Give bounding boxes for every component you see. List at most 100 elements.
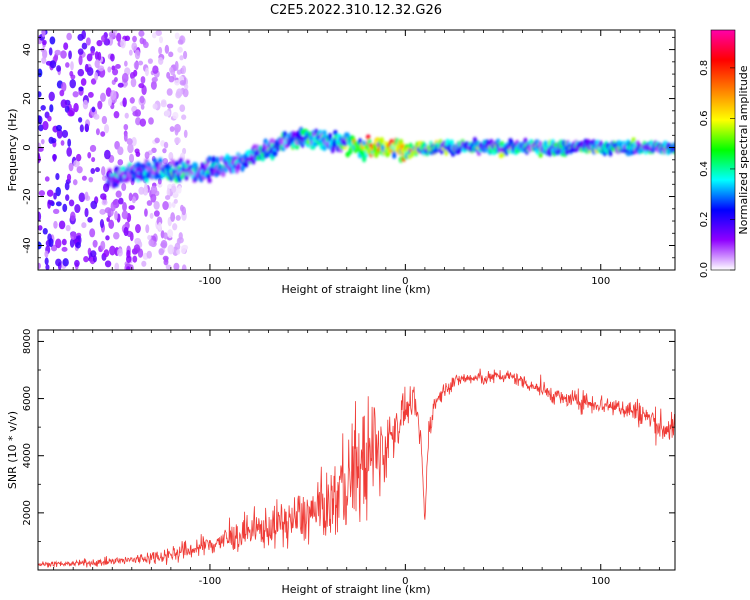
spectrogram-x-axis: -100 0 100: [53, 30, 660, 287]
noise-speckle: [67, 138, 72, 147]
noise-speckle: [47, 115, 52, 122]
noise-speckle: [162, 148, 167, 154]
noise-speckle: [158, 248, 165, 256]
noise-speckle: [60, 99, 68, 108]
noise-speckle: [175, 214, 181, 221]
noise-speckle: [84, 63, 89, 73]
x-tick-label: 0: [402, 576, 408, 587]
noise-speckle: [168, 75, 175, 83]
noise-speckle: [123, 226, 129, 237]
noise-speckle: [101, 175, 107, 181]
noise-speckle: [131, 136, 137, 147]
noise-speckle: [110, 53, 115, 62]
ridge-blob: [379, 137, 385, 144]
noise-speckle: [144, 182, 148, 193]
noise-speckle: [181, 264, 187, 270]
noise-speckle: [115, 64, 121, 69]
noise-speckle: [87, 151, 92, 159]
noise-speckle: [38, 262, 41, 269]
noise-speckle: [143, 41, 149, 49]
noise-speckle: [49, 60, 57, 69]
ridge-blob: [672, 142, 675, 149]
noise-speckle: [122, 97, 127, 108]
noise-speckle: [176, 249, 181, 255]
noise-speckle: [118, 197, 124, 205]
ridge-blob: [158, 157, 163, 164]
noise-speckle: [105, 87, 112, 97]
ridge-blob: [211, 155, 216, 163]
noise-speckle: [138, 186, 145, 195]
noise-speckle: [103, 249, 110, 258]
noise-speckle: [52, 153, 57, 162]
noise-speckle: [106, 217, 110, 222]
noise-speckle: [146, 200, 153, 206]
noise-speckle: [96, 39, 103, 47]
noise-speckle: [164, 257, 169, 263]
colorbar-tick-label: 0.6: [699, 110, 710, 126]
noise-speckle: [78, 86, 84, 92]
noise-speckle: [165, 264, 172, 270]
noise-speckle: [47, 200, 55, 206]
noise-speckle: [137, 60, 144, 66]
noise-speckle: [60, 50, 67, 59]
noise-speckle: [128, 153, 135, 163]
noise-speckle: [44, 176, 50, 182]
noise-speckle: [164, 110, 171, 117]
colorbar-label: Normalized spectral amplitude: [737, 65, 750, 234]
noise-speckle: [172, 223, 178, 231]
noise-speckle: [138, 30, 145, 37]
noise-speckle: [69, 79, 77, 89]
noise-speckle: [88, 176, 94, 183]
noise-speckle: [124, 112, 129, 119]
noise-speckle: [54, 49, 61, 56]
ridge-blob: [152, 157, 158, 164]
noise-speckle: [144, 151, 150, 159]
noise-speckle: [74, 203, 81, 214]
noise-speckle: [97, 100, 103, 110]
noise-speckle: [91, 157, 96, 163]
noise-speckle: [101, 199, 108, 206]
noise-speckle: [68, 162, 74, 172]
noise-speckle: [177, 46, 183, 53]
ridge-blob: [174, 160, 179, 167]
y-tick-label: 0: [22, 144, 33, 150]
noise-speckle: [99, 219, 105, 229]
noise-speckle: [145, 224, 150, 234]
noise-speckle: [121, 183, 127, 191]
noise-speckle: [105, 235, 110, 241]
noise-speckle: [82, 99, 89, 110]
noise-speckle: [70, 211, 76, 222]
noise-speckle: [167, 244, 175, 255]
noise-speckle: [80, 78, 87, 86]
noise-speckle: [68, 199, 75, 207]
snr-x-axis: -100 0 100: [53, 330, 660, 587]
noise-speckle: [123, 132, 128, 142]
x-tick-label: -100: [199, 576, 222, 587]
snr-y-axis: 2000 4000 6000 8000: [22, 329, 675, 542]
noise-speckle: [174, 79, 180, 86]
noise-speckle: [182, 88, 189, 98]
y-tick-label: 8000: [22, 329, 33, 354]
noise-speckle: [112, 200, 118, 206]
noise-speckle: [69, 70, 74, 77]
noise-speckle: [38, 91, 42, 98]
noise-speckle: [138, 83, 145, 89]
noise-speckle: [38, 225, 43, 231]
noise-speckle: [117, 248, 123, 257]
noise-speckle: [154, 137, 160, 144]
noise-speckle: [38, 154, 41, 164]
noise-speckle: [113, 111, 120, 119]
ridge-blob: [204, 162, 210, 169]
noise-speckle: [155, 30, 163, 37]
noise-speckle: [100, 131, 106, 137]
noise-speckle: [181, 65, 187, 75]
colorbar-gradient: [711, 30, 735, 270]
noise-speckle: [51, 137, 57, 144]
noise-speckle: [178, 232, 183, 240]
noise-speckle: [132, 255, 138, 263]
noise-speckle: [164, 195, 171, 200]
noise-speckle: [75, 153, 82, 162]
noise-speckle: [177, 39, 184, 45]
noise-speckle: [107, 97, 113, 107]
noise-speckle: [122, 201, 127, 212]
